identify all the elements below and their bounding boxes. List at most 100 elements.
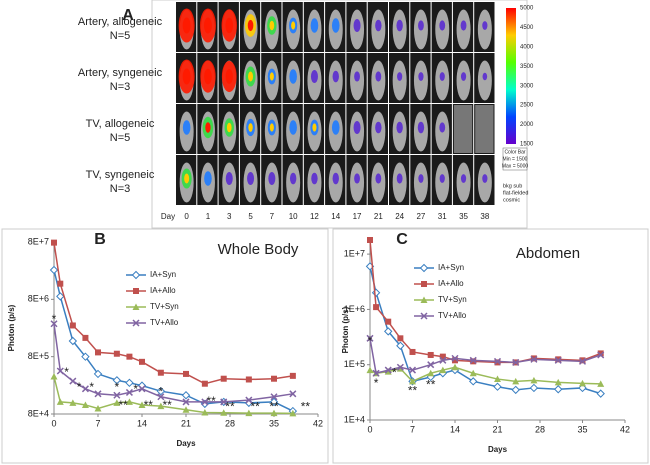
marker [138, 401, 146, 408]
y-tick-label: 1E+6 [344, 304, 365, 314]
marker [427, 351, 434, 358]
marker [596, 389, 605, 398]
marker [420, 296, 428, 303]
significance-mark: ** [301, 399, 311, 413]
significance-mark: ** [225, 399, 235, 413]
y-tick-label: 1E+4 [344, 414, 365, 424]
significance-mark: ** [162, 398, 172, 412]
marker [396, 363, 404, 371]
marker [133, 288, 139, 294]
significance-mark: * [374, 376, 379, 390]
marker [69, 322, 76, 329]
signal [331, 18, 340, 33]
marker [157, 402, 165, 410]
marker [366, 366, 374, 374]
row-label: N=3 [110, 81, 131, 93]
legend-label: IA+Syn [150, 270, 176, 279]
marker [409, 377, 416, 385]
signal-core [205, 122, 211, 133]
marker [125, 378, 134, 388]
marker [373, 304, 380, 311]
significance-mark: * [368, 334, 373, 348]
signal-core [184, 173, 190, 184]
signal [439, 72, 445, 81]
signal [268, 172, 276, 185]
signal-core [248, 123, 253, 132]
marker [493, 357, 502, 365]
row-label: Artery, allogeneic [78, 16, 163, 28]
marker [397, 335, 404, 342]
signal [331, 120, 340, 135]
significance-mark: * [77, 380, 82, 394]
x-tick-label: 35 [269, 418, 279, 428]
color-bar-info: Color Bar [504, 149, 525, 155]
signal [311, 172, 318, 185]
marker [181, 391, 191, 400]
color-bar-tick: 1500 [520, 142, 534, 148]
marker [93, 369, 103, 379]
x-tick-label: 21 [492, 424, 502, 434]
x-axis-title: Days [488, 445, 508, 454]
marker [245, 396, 253, 404]
signal [439, 174, 445, 183]
x-axis-title: Days [176, 439, 196, 448]
marker [68, 336, 78, 346]
marker [126, 353, 133, 360]
color-bar-box [502, 147, 528, 171]
signal [439, 122, 446, 133]
x-tick-label: 42 [313, 418, 323, 428]
legend-label: IA+Allo [438, 279, 464, 288]
marker [384, 366, 392, 374]
signal [375, 71, 382, 82]
day-label: 10 [289, 212, 298, 221]
marker [529, 383, 539, 393]
marker [530, 355, 538, 363]
signal [375, 19, 382, 32]
marker [469, 377, 478, 386]
marker [245, 376, 252, 383]
day-axis-title: Day [161, 212, 175, 221]
marker [554, 356, 562, 364]
marker [156, 386, 166, 396]
marker [220, 375, 227, 382]
significance-mark: ** [118, 398, 128, 412]
significance-mark: * [392, 365, 397, 379]
marker [554, 378, 562, 386]
day-label: 14 [331, 212, 340, 221]
marker [494, 375, 501, 383]
x-tick-label: 28 [225, 418, 235, 428]
marker [82, 334, 89, 341]
significance-mark: ** [250, 399, 260, 413]
signal [460, 20, 467, 31]
image-note: cosmic [503, 197, 520, 203]
signal [396, 121, 403, 134]
marker [419, 263, 429, 273]
significance-mark: * [64, 365, 69, 379]
signal [418, 20, 424, 31]
day-label: 27 [416, 212, 425, 221]
marker [50, 320, 58, 328]
day-label: 31 [438, 212, 447, 221]
marker [289, 390, 297, 398]
day-label: 5 [248, 212, 253, 221]
significance-mark: * [159, 385, 164, 399]
signal [182, 120, 191, 135]
marker [138, 385, 146, 393]
signal [482, 174, 488, 183]
marker [451, 363, 459, 371]
signal-core [247, 19, 254, 32]
signal [354, 71, 360, 82]
marker [56, 367, 64, 375]
x-tick-label: 7 [95, 418, 100, 428]
marker [469, 369, 477, 377]
signal [418, 72, 424, 81]
marker [439, 353, 446, 360]
y-tick-label: 1E+7 [344, 248, 365, 258]
signal-core [203, 17, 212, 34]
marker [384, 368, 392, 375]
marker [182, 398, 190, 406]
day-label: 24 [395, 212, 404, 221]
marker [597, 351, 605, 359]
signal [417, 121, 425, 134]
marker [183, 370, 189, 377]
